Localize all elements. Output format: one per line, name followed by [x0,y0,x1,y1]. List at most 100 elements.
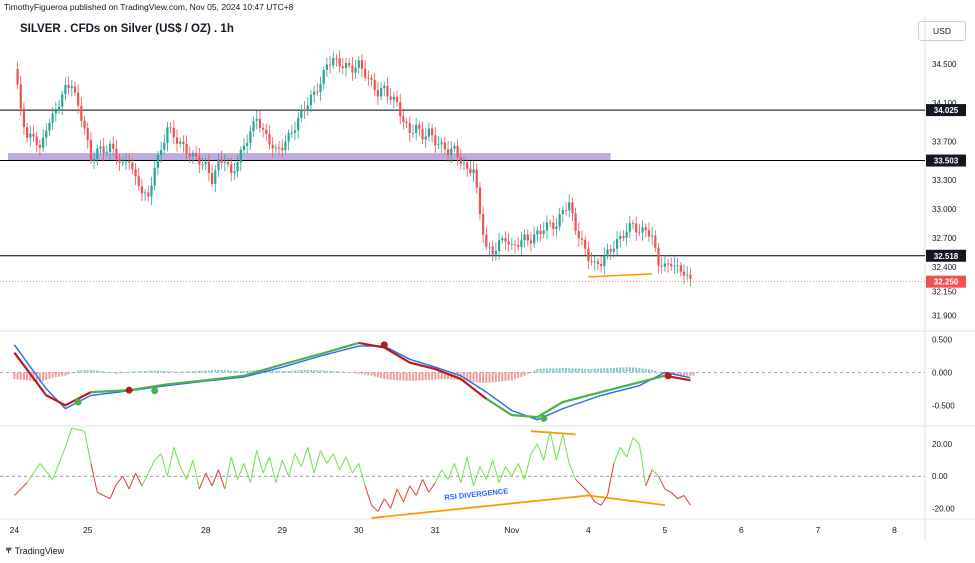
macd-histogram-bar [638,367,641,373]
candle-down [526,234,529,241]
macd-histogram-bar [45,372,48,380]
candle-up [686,274,689,276]
candle-down [590,261,593,263]
macd-histogram-bar [335,371,338,373]
macd-histogram-bar [482,372,485,383]
publisher-line: TimothyFigueroa published on TradingView… [4,2,294,12]
macd-histogram-bar [124,372,127,373]
macd-histogram-bar [584,368,587,373]
candle-up [383,85,386,89]
macd-histogram-bar [577,368,580,373]
rsi-line-segment [390,488,398,509]
macd-histogram-bar [488,372,491,383]
candle-up [92,158,96,161]
rsi-line-segment [64,427,73,448]
candle-up [159,149,163,155]
candle-down [360,60,364,69]
macd-histogram-bar [70,372,73,374]
candle-up [233,171,236,174]
macd-histogram-bar [574,368,577,373]
candle-up [615,239,619,249]
candle-up [163,142,166,150]
candle-down [16,69,19,85]
macd-histogram-bar [166,371,169,373]
candle-down [265,129,268,134]
rsi-line-segment [517,463,526,480]
macd-histogram-bar [647,369,650,373]
macd-histogram-bar [329,370,332,373]
rsi-line-segment [256,450,264,474]
macd-histogram-bar [182,371,185,373]
footer-brand[interactable]: ⫧ TradingView [6,545,64,556]
candle-down [475,169,478,188]
macd-histogram-bar [622,367,625,373]
macd-histogram-bar [456,372,459,380]
macd-histogram-bar [625,367,628,373]
macd-histogram-bar [632,367,635,373]
macd-histogram-bar [370,372,373,376]
candle-up [255,118,258,121]
rsi-line-segment [307,447,315,474]
macd-histogram-bar [131,371,134,373]
candle-up [536,230,539,235]
macd-histogram-bar [373,372,376,377]
time-tick-label: 4 [586,525,591,535]
candle-down [399,102,402,117]
macd-histogram-bar [510,372,513,381]
candle-down [478,187,482,215]
macd-cross-dot [664,372,672,380]
price-tick-label: 33.300 [932,176,957,185]
macd-histogram-bar [179,371,182,373]
macd-histogram-bar [246,370,249,373]
macd-histogram-bar [172,371,175,373]
rsi-line-segment [626,437,634,458]
rsi-line-segment [651,469,659,477]
candle-down [564,210,568,211]
rsi-line-segment [524,453,532,480]
candle-down [32,133,35,137]
macd-histogram-bar [99,370,102,373]
candle-up [319,84,322,93]
candle-down [584,239,587,249]
macd-histogram-bar [596,368,599,373]
macd-histogram-bar [338,371,341,373]
candle-down [443,142,446,150]
macd-histogram-bar [472,372,475,383]
candle-up [542,230,545,234]
rsi-line-segment [594,501,602,506]
macd-histogram-bar [332,371,335,373]
macd-histogram-bar [242,371,245,373]
rsi-line-segment [581,485,589,493]
macd-histogram-bar [121,372,124,374]
macd-histogram-bar [313,370,316,373]
macd-histogram-bar [112,372,115,374]
rsi-line-segment [52,447,66,480]
rsi-line-segment [84,431,92,464]
level-price-label: 34.025 [934,106,959,115]
macd-histogram-bar [396,372,399,381]
macd-histogram-bar [383,372,386,379]
macd-histogram-bar [367,372,370,376]
macd-histogram-bar [211,370,214,373]
time-tick-label: 6 [739,525,744,535]
candle-up [99,146,102,149]
rsi-line-segment [186,459,194,480]
candle-down [666,263,670,265]
candle-down [182,141,185,145]
macd-histogram-bar [552,368,555,373]
macd-histogram-bar [545,368,548,373]
macd-histogram-bar [48,372,51,379]
rsi-line-segment [339,456,347,471]
rsi-line-segment [243,463,251,483]
candle-down [188,153,191,157]
macd-histogram-bar [64,372,67,376]
macd-histogram-bar [360,372,363,375]
candle-up [603,256,606,267]
macd-histogram-bar [217,369,220,373]
macd-histogram-bar [185,371,188,373]
currency-button[interactable]: USD [918,21,966,41]
macd-histogram-bar [341,371,344,373]
candle-down [35,136,38,145]
candle-down [19,84,22,109]
